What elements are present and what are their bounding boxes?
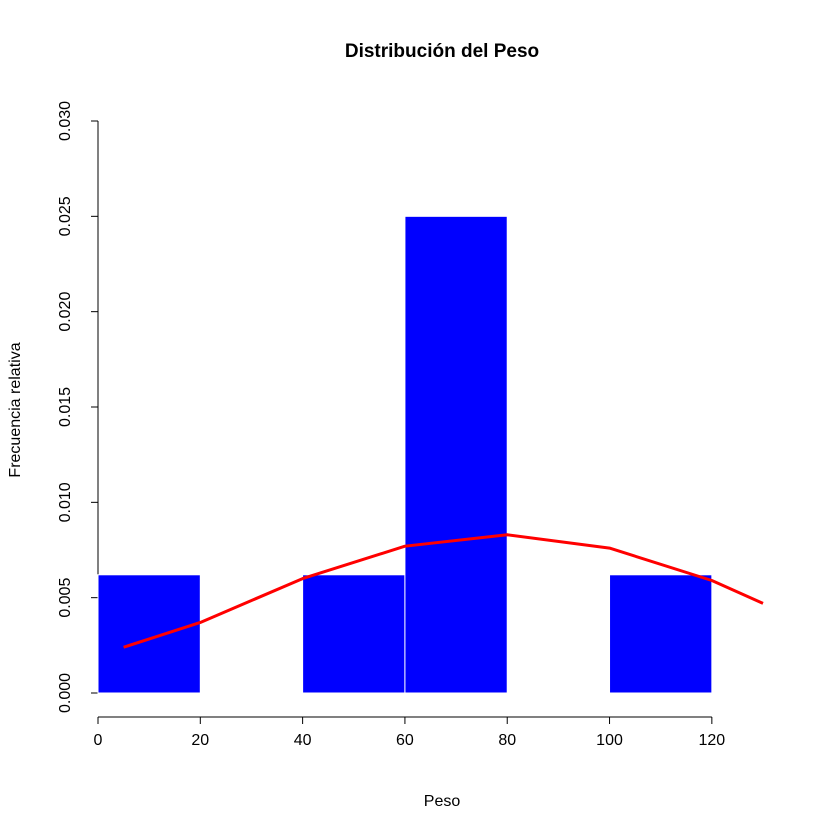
x-tick-label: 40	[294, 732, 312, 749]
y-tick-label: 0.005	[57, 578, 74, 618]
bar	[404, 215, 508, 694]
y-tick-label: 0.020	[57, 292, 74, 332]
y-axis-label: Frecuencia relativa	[7, 342, 24, 477]
y-tick-label: 0.030	[57, 101, 74, 141]
chart-title: Distribución del Peso	[345, 41, 539, 62]
y-tick-label: 0.000	[57, 673, 74, 713]
x-tick-label: 100	[596, 732, 623, 749]
y-tick-label: 0.015	[57, 387, 74, 427]
y-tick-label: 0.025	[57, 196, 74, 236]
x-tick-label: 80	[498, 732, 516, 749]
y-tick-label: 0.010	[57, 482, 74, 522]
x-tick-label: 20	[191, 732, 209, 749]
density-curve	[123, 533, 764, 649]
bar	[609, 574, 713, 694]
x-tick-label: 60	[396, 732, 414, 749]
bar	[97, 574, 201, 694]
bar	[302, 574, 406, 694]
x-tick-label: 120	[698, 732, 725, 749]
x-tick-label: 0	[94, 732, 103, 749]
x-axis-label: Peso	[424, 793, 461, 810]
